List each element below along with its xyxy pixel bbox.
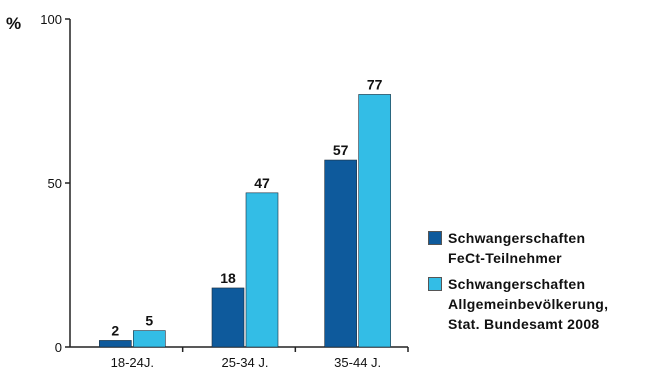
legend-item-general-population: Schwangerschaften Allgemeinbevölkerung, … bbox=[428, 274, 653, 334]
x-category-label: 18-24J. bbox=[111, 355, 154, 369]
bar-series-1-0 bbox=[133, 330, 166, 348]
x-category-label: 25-34 J. bbox=[222, 355, 269, 369]
legend-label-general-population: Schwangerschaften Allgemeinbevölkerung, … bbox=[448, 276, 609, 332]
y-tick-label: 50 bbox=[48, 176, 62, 191]
bar-series-1-2 bbox=[358, 94, 391, 348]
data-label-series-0-1: 18 bbox=[220, 270, 236, 286]
y-axis-unit-label: % bbox=[6, 14, 21, 33]
y-tick-label: 100 bbox=[40, 12, 62, 27]
legend: Schwangerschaften FeCt-Teilnehmer Schwan… bbox=[428, 228, 653, 340]
bar-series-0-0 bbox=[99, 340, 132, 348]
data-label-series-1-0: 5 bbox=[145, 313, 153, 329]
legend-swatch-general-population bbox=[428, 277, 442, 291]
x-axis-labels: 18-24J. 25-34 J. 35-44 J. bbox=[111, 347, 409, 369]
data-label-series-0-0: 2 bbox=[111, 322, 119, 338]
bar-series-1-1 bbox=[245, 192, 279, 348]
y-axis-ticks: 0 50 100 bbox=[40, 12, 70, 355]
data-label-series-1-1: 47 bbox=[254, 175, 270, 191]
bar-series-0-1 bbox=[211, 287, 245, 348]
y-tick-label: 0 bbox=[55, 340, 62, 355]
x-category-label: 35-44 J. bbox=[334, 355, 381, 369]
legend-swatch-fect bbox=[428, 231, 442, 245]
data-label-series-1-2: 77 bbox=[367, 76, 383, 92]
bar-series-0-2 bbox=[324, 159, 357, 348]
legend-label-fect: Schwangerschaften FeCt-Teilnehmer bbox=[448, 230, 586, 266]
legend-item-fect: Schwangerschaften FeCt-Teilnehmer bbox=[428, 228, 653, 268]
bars: 2 5 18 47 57 77 bbox=[99, 76, 391, 348]
data-label-series-0-2: 57 bbox=[333, 142, 349, 158]
